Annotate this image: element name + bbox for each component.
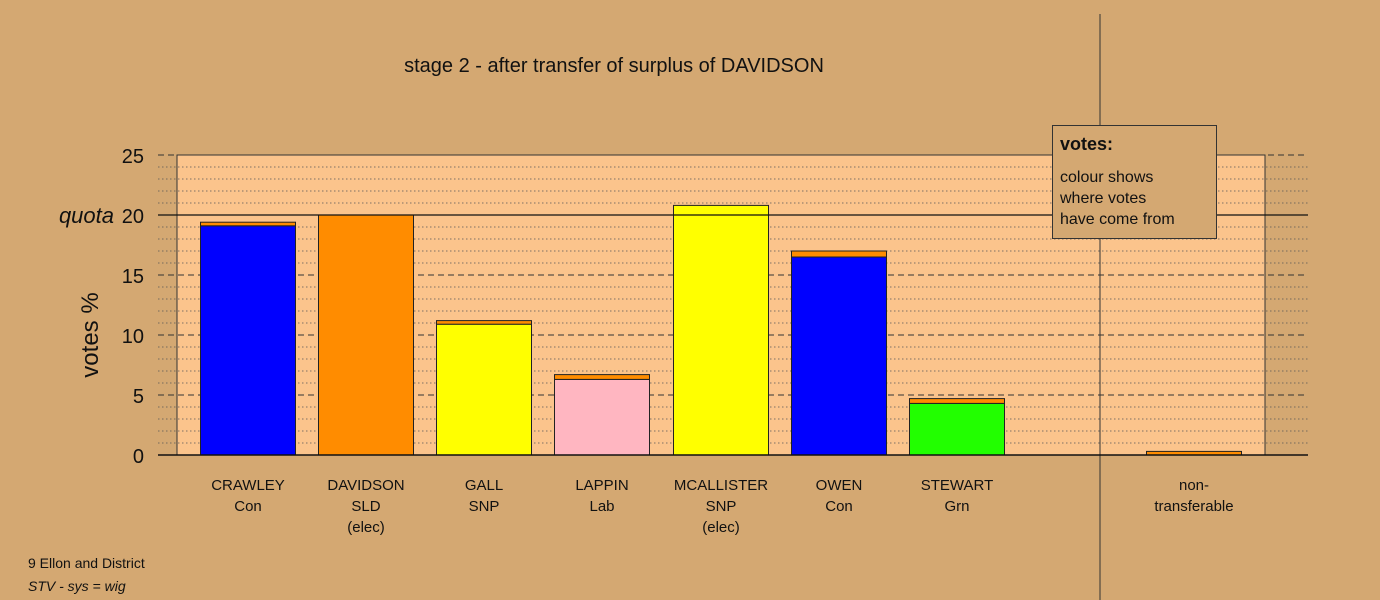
legend-line-3: have come from: [1060, 211, 1175, 228]
y-axis-label: votes %: [77, 292, 104, 377]
bar-segment-lappin-0: [554, 378, 650, 456]
candidate-party: SNP: [469, 498, 500, 515]
bar-segment-crawley-1: [200, 221, 296, 227]
candidate-name: DAVIDSON: [327, 477, 404, 494]
bar-segment-stewart-0: [909, 402, 1005, 456]
legend-title: votes:: [1060, 134, 1114, 154]
candidate-status: (elec): [702, 519, 740, 536]
candidate-party: Con: [825, 498, 853, 515]
quota-label: quota: [59, 203, 114, 228]
legend-line-2: where votes: [1060, 190, 1147, 207]
candidate-name: CRAWLEY: [211, 477, 285, 494]
bar-segment-owen-1: [791, 250, 887, 258]
bar-segment-gall-0: [436, 323, 532, 456]
bar-segment-crawley-0: [200, 225, 296, 456]
footer-ward: 9 Ellon and District: [28, 555, 145, 571]
candidate-party: Lab: [589, 498, 614, 515]
y-tick-label: 25: [122, 146, 144, 168]
bar-segment-owen-0: [791, 256, 887, 456]
bar-segment-lappin-1: [554, 374, 650, 380]
y-tick-label: 0: [133, 446, 144, 468]
candidate-name: GALL: [465, 477, 503, 494]
bar-segment-davidson-0: [318, 214, 414, 456]
bar-segment-stewart-1: [909, 398, 1005, 404]
candidate-party: SLD: [351, 498, 380, 515]
y-tick-label: 20: [122, 206, 144, 228]
nontransferable-label-1: non-: [1179, 477, 1209, 494]
candidate-status: (elec): [347, 519, 385, 536]
chart-title: stage 2 - after transfer of surplus of D…: [404, 55, 824, 77]
y-tick-label: 15: [122, 266, 144, 288]
legend: votes: colour shows where votes have com…: [1052, 125, 1217, 239]
candidate-name: MCALLISTER: [674, 477, 768, 494]
candidate-party: Con: [234, 498, 262, 515]
y-tick-label: 5: [133, 386, 144, 408]
candidate-name: STEWART: [921, 477, 994, 494]
candidate-party: SNP: [706, 498, 737, 515]
candidate-name: LAPPIN: [575, 477, 628, 494]
bar-segment-gall-1: [436, 320, 532, 325]
y-tick-label: 10: [122, 326, 144, 348]
bar-segment-mcallister-0: [673, 204, 769, 456]
candidate-name: OWEN: [816, 477, 863, 494]
candidate-party: Grn: [944, 498, 969, 515]
footer-system: STV - sys = wig: [28, 578, 126, 594]
nontransferable-label-2: transferable: [1154, 498, 1233, 515]
legend-line-1: colour shows: [1060, 169, 1154, 186]
